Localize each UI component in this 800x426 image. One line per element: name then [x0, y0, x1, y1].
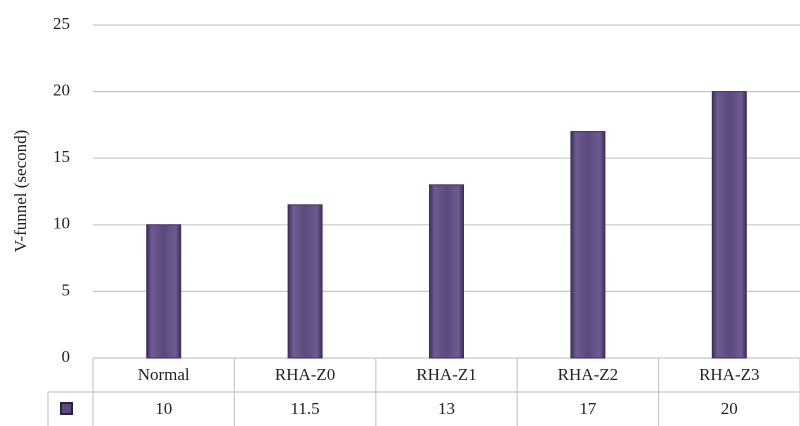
table-value: 10 — [155, 399, 172, 418]
bar — [711, 91, 747, 359]
y-tick-label: 15 — [53, 147, 70, 166]
bar — [146, 224, 182, 359]
x-tick-label: RHA-Z1 — [416, 365, 476, 384]
x-tick-label: RHA-Z3 — [699, 365, 759, 384]
x-tick-label: RHA-Z2 — [558, 365, 618, 384]
bar — [287, 204, 323, 359]
bar — [429, 184, 464, 359]
y-tick-label: 5 — [62, 280, 71, 299]
bar — [570, 131, 606, 359]
x-tick-label: RHA-Z0 — [275, 365, 335, 384]
y-axis-label: V-funnel (second) — [11, 130, 30, 253]
y-tick-label: 10 — [53, 214, 70, 233]
table-value: 11.5 — [291, 399, 320, 418]
y-tick-label: 25 — [53, 14, 70, 33]
table-value: 20 — [721, 399, 738, 418]
y-tick-label: 20 — [53, 81, 70, 100]
y-tick-label: 0 — [62, 347, 71, 366]
table-value: 17 — [579, 399, 597, 418]
x-tick-label: Normal — [138, 365, 190, 384]
legend-key — [60, 402, 73, 415]
table-value: 13 — [438, 399, 455, 418]
